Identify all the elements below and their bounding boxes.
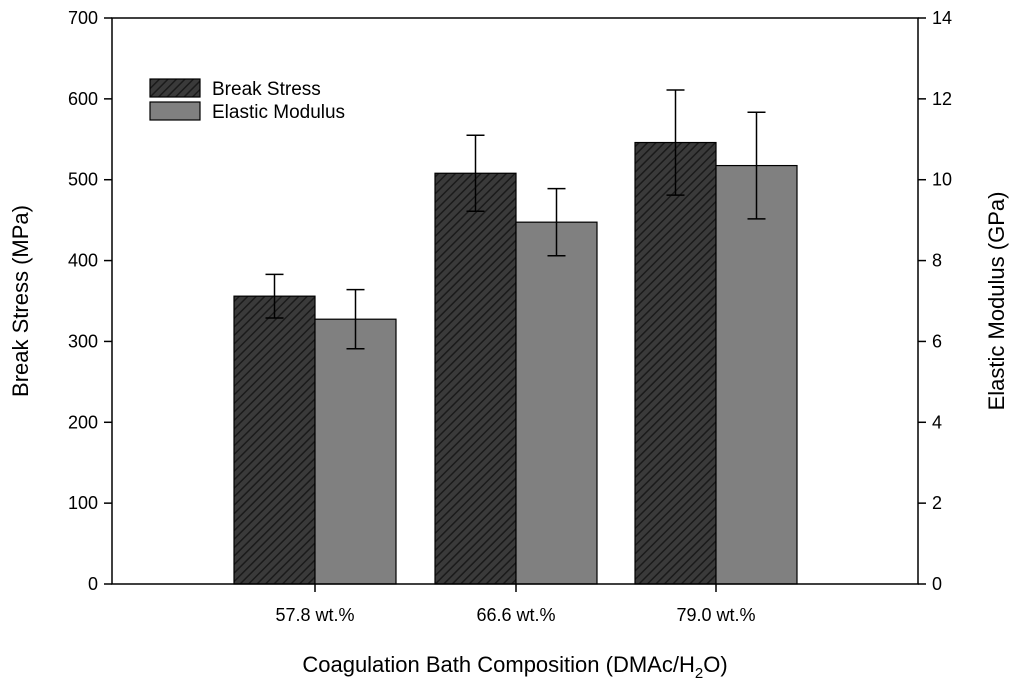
legend-swatch-elastic-modulus (149, 101, 201, 121)
y-right-tick-label: 0 (932, 574, 942, 594)
y-left-tick-label: 300 (68, 331, 98, 351)
legend-label-break-stress: Break Stress (212, 79, 321, 100)
bar-elastic-modulus (715, 164, 798, 585)
y-axis-title-left: Break Stress (MPa) (8, 205, 33, 397)
legend: Break Stress Elastic Modulus (149, 78, 345, 123)
y-left-tick-label: 500 (68, 170, 98, 190)
y-left-tick-label: 200 (68, 412, 98, 432)
y-left-tick-label: 700 (68, 8, 98, 28)
y-right-tick-label: 10 (932, 170, 952, 190)
x-tick-label: 79.0 wt.% (676, 605, 755, 625)
x-axis-title: Coagulation Bath Composition (DMAc/H2O) (302, 652, 727, 682)
x-tick-label: 57.8 wt.% (275, 605, 354, 625)
y-right-tick-label: 6 (932, 331, 942, 351)
y-right-tick-label: 14 (932, 8, 952, 28)
bar-break-stress (634, 141, 717, 585)
legend-swatch-break-stress (149, 78, 201, 98)
x-axis-title-tail: O) (703, 652, 727, 677)
legend-label-elastic-modulus: Elastic Modulus (212, 102, 345, 123)
bar-break-stress (233, 295, 316, 585)
x-tick-label: 66.6 wt.% (476, 605, 555, 625)
y-right-tick-label: 4 (932, 412, 942, 432)
y-left-tick-label: 0 (88, 574, 98, 594)
bar-elastic-modulus (515, 221, 598, 585)
y-left-tick-label: 400 (68, 251, 98, 271)
y-right-tick-label: 2 (932, 493, 942, 513)
bar-break-stress (434, 172, 517, 585)
y-left-tick-label: 600 (68, 89, 98, 109)
x-axis-title-subscript: 2 (695, 665, 703, 682)
bar-elastic-modulus (314, 318, 397, 585)
y-right-tick-label: 12 (932, 89, 952, 109)
y-right-tick-label: 8 (932, 251, 942, 271)
y-axis-title-right: Elastic Modulus (GPa) (984, 192, 1009, 411)
plot-frame (111, 17, 919, 585)
x-axis-title-main: Coagulation Bath Composition (DMAc/H (302, 652, 695, 677)
y-left-tick-label: 100 (68, 493, 98, 513)
